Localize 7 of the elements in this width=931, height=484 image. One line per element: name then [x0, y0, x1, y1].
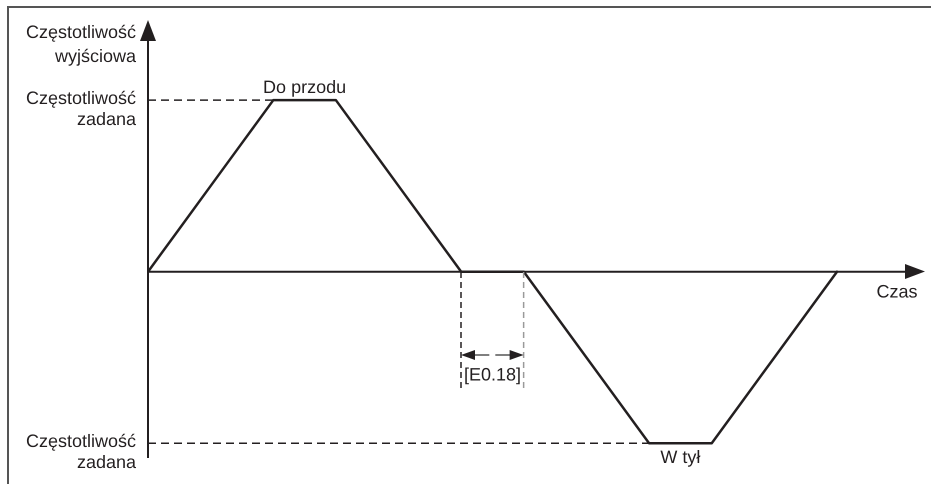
ref-line-label: Częstotliwość zadana	[26, 88, 137, 130]
annotation: Do przodu	[263, 77, 346, 98]
ref-line-label: Częstotliwość zadana	[26, 431, 137, 472]
annotation: W tył	[660, 447, 700, 468]
annotation: [E0.18]	[464, 364, 522, 385]
x-axis-title: Czas	[876, 282, 918, 302]
y-axis-title: Częstotliwość wyjściowa	[26, 22, 137, 66]
